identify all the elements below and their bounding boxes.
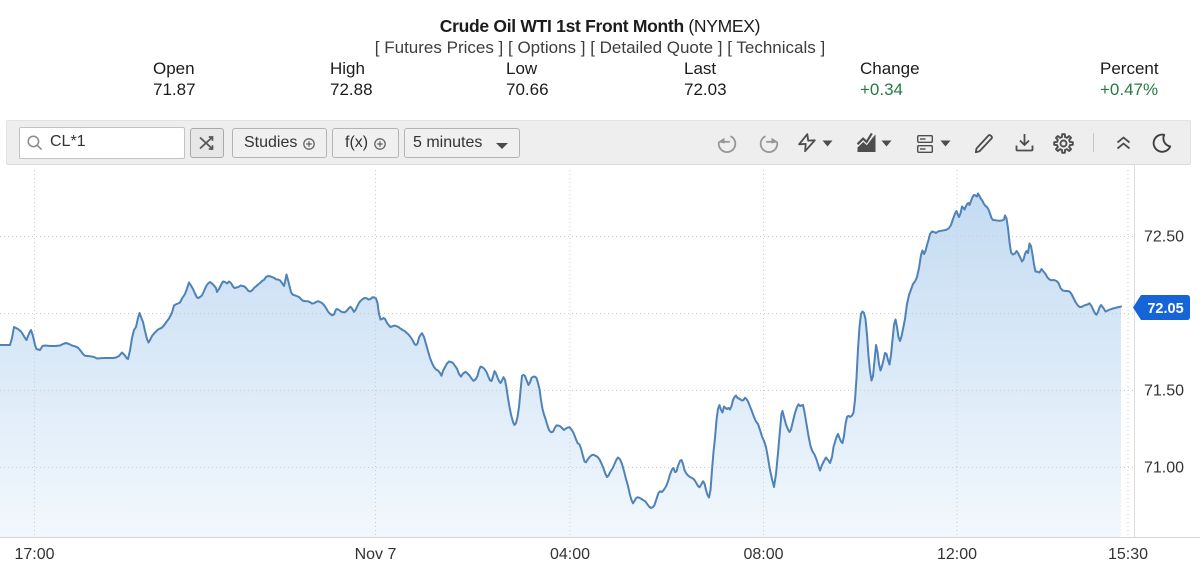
svg-text:12:00: 12:00	[937, 546, 977, 563]
svg-text:71.50: 71.50	[1144, 383, 1184, 400]
svg-text:08:00: 08:00	[743, 546, 783, 563]
svg-text:71.00: 71.00	[1144, 460, 1184, 477]
svg-text:72.50: 72.50	[1144, 229, 1184, 246]
svg-text:72.05: 72.05	[1147, 301, 1183, 317]
svg-text:Nov 7: Nov 7	[355, 546, 397, 563]
svg-text:15:30: 15:30	[1108, 546, 1148, 563]
svg-text:04:00: 04:00	[550, 546, 590, 563]
svg-text:17:00: 17:00	[14, 546, 54, 563]
